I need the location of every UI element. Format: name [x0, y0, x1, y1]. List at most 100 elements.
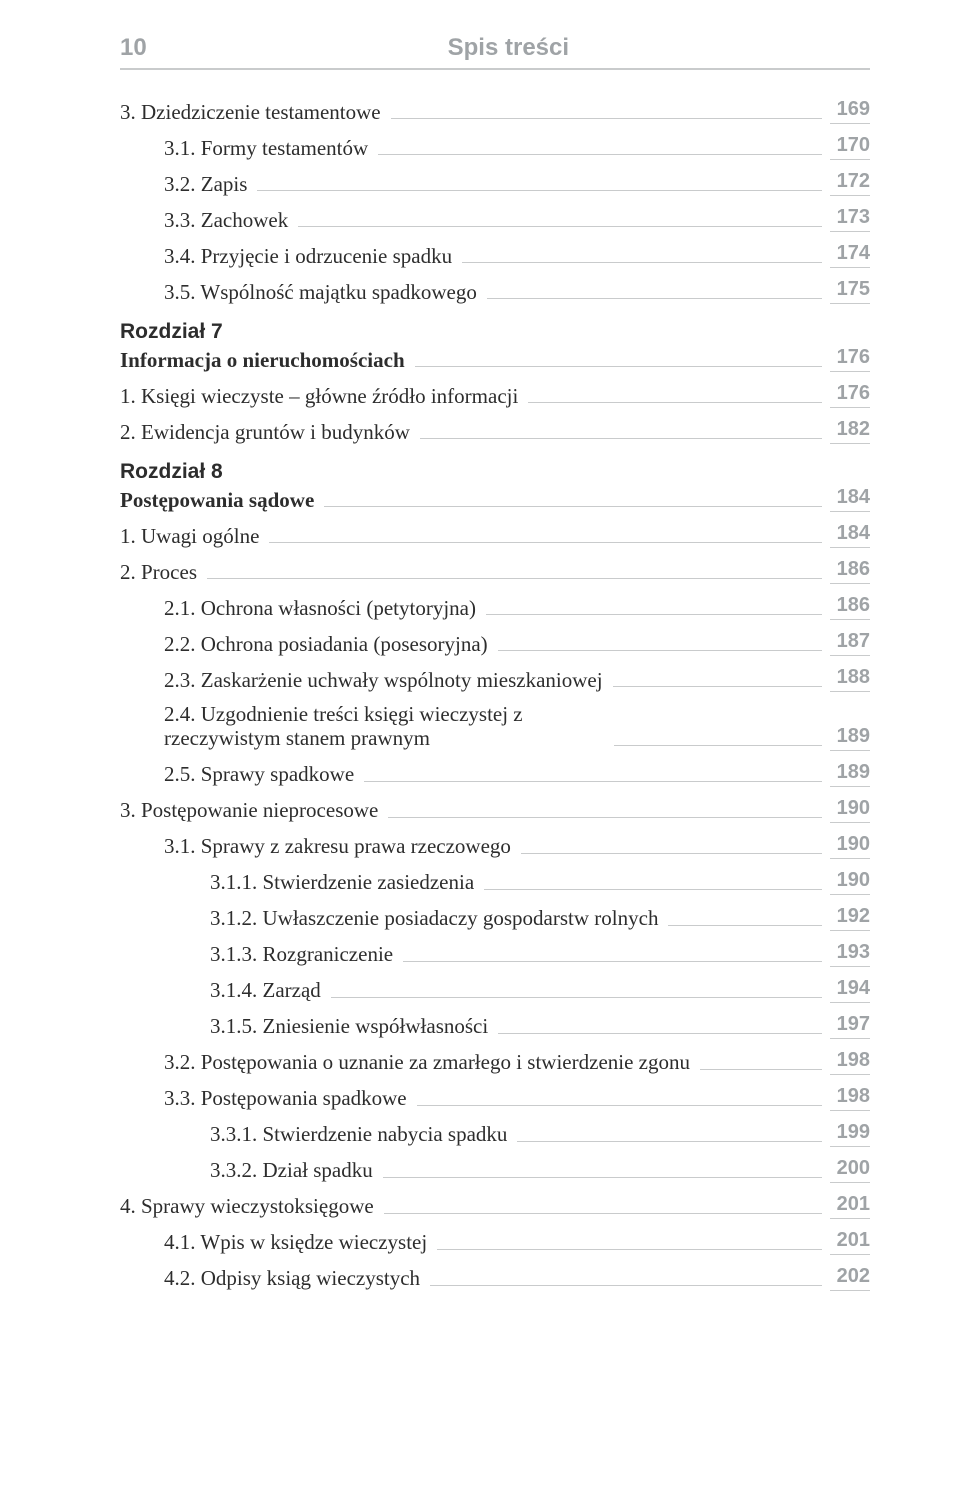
toc-row: 1. Księgi wieczyste – główne źródło info…: [120, 382, 870, 408]
toc-row: 2.4. Uzgodnienie treści księgi wieczyste…: [120, 702, 870, 750]
toc-page-number: 172: [830, 170, 870, 196]
chapter-heading: Rozdział 7Informacja o nieruchomościach1…: [120, 320, 870, 372]
toc-entry-label: 1. Uwagi ogólne: [120, 524, 259, 548]
toc-page-number: 173: [830, 206, 870, 232]
toc-page-number: 186: [830, 558, 870, 584]
toc-row: 4.1. Wpis w księdze wieczystej201: [120, 1229, 870, 1255]
toc-page-number: 190: [830, 833, 870, 859]
toc-page-number: 200: [830, 1157, 870, 1183]
toc-entry-label: 4.2. Odpisy ksiąg wieczystych: [164, 1266, 420, 1290]
toc-row: 3.3. Zachowek 173: [120, 206, 870, 232]
leader-line: [324, 506, 822, 507]
toc-row: 3.3.2. Dział spadku 200: [120, 1157, 870, 1183]
toc-row: 3.3.1. Stwierdzenie nabycia spadku199: [120, 1121, 870, 1147]
chapter-heading: Rozdział 8Postępowania sądowe184: [120, 460, 870, 512]
toc-entry-label: 3.1. Sprawy z zakresu prawa rzeczowego: [164, 834, 511, 858]
leader-line: [498, 650, 822, 651]
toc-row: 3.2. Postępowania o uznanie za zmarłego …: [120, 1049, 870, 1075]
toc-row: 2.5. Sprawy spadkowe 189: [120, 761, 870, 787]
toc-entry-label: 2.5. Sprawy spadkowe: [164, 762, 354, 786]
toc-entry-label: 3.3. Postępowania spadkowe: [164, 1086, 407, 1110]
toc-page-number: 189: [830, 761, 870, 787]
toc-entry-label: 3.1.2. Uwłaszczenie posiadaczy gospodars…: [210, 906, 658, 930]
leader-line: [700, 1069, 822, 1070]
document-page: 10 Spis treści 3. Dziedziczenie testamen…: [0, 0, 960, 1494]
toc-entry-label: 3.5. Wspólność majątku spadkowego: [164, 280, 477, 304]
toc-row: 2. Ewidencja gruntów i budynków 182: [120, 418, 870, 444]
toc-page-number: 182: [830, 418, 870, 444]
leader-line: [486, 614, 822, 615]
leader-line: [462, 262, 822, 263]
toc-entry-label: 3.1.3. Rozgraniczenie: [210, 942, 393, 966]
leader-line: [257, 190, 822, 191]
chapter-title-row: Postępowania sądowe184: [120, 486, 870, 512]
toc-page-number: 198: [830, 1049, 870, 1075]
toc-entry-label: 2.4. Uzgodnienie treści księgi wieczyste…: [164, 702, 604, 750]
toc-page-number: 169: [830, 98, 870, 124]
toc-row: 3. Dziedziczenie testamentowe169: [120, 98, 870, 124]
toc-row: 3.3. Postępowania spadkowe198: [120, 1085, 870, 1111]
leader-line: [331, 997, 822, 998]
chapter-title-row: Informacja o nieruchomościach176: [120, 346, 870, 372]
leader-line: [437, 1249, 822, 1250]
toc-entry-label: 3.3.2. Dział spadku: [210, 1158, 373, 1182]
leader-line: [384, 1213, 822, 1214]
leader-line: [364, 781, 822, 782]
toc-page-number: 190: [830, 869, 870, 895]
toc-entry-label: 2.3. Zaskarżenie uchwały wspólnoty miesz…: [164, 668, 603, 692]
toc-row: 4. Sprawy wieczystoksięgowe201: [120, 1193, 870, 1219]
toc-page-number: 192: [830, 905, 870, 931]
chapter-number-row: Rozdział 8: [120, 460, 870, 484]
header-title: Spis treści: [147, 34, 870, 62]
toc-row: 3.1.5. Zniesienie współwłasności197: [120, 1013, 870, 1039]
toc-page-number: 201: [830, 1229, 870, 1255]
toc-row: 2. Proces 186: [120, 558, 870, 584]
chapter-number-label: Rozdział 7: [120, 320, 223, 344]
toc-row: 2.2. Ochrona posiadania (posesoryjna)187: [120, 630, 870, 656]
toc-entry-label: 3.3. Zachowek: [164, 208, 288, 232]
toc-entry-label: 3.1.1. Stwierdzenie zasiedzenia: [210, 870, 474, 894]
toc-entry-label: 3.1. Formy testamentów: [164, 136, 368, 160]
chapter-title-label: Informacja o nieruchomościach: [120, 348, 405, 372]
leader-line: [517, 1141, 822, 1142]
toc-page-number: 184: [830, 522, 870, 548]
leader-line: [614, 745, 822, 746]
leader-line: [391, 118, 822, 119]
toc-page-number: 201: [830, 1193, 870, 1219]
leader-line: [430, 1285, 822, 1286]
toc-entry-label: 2.2. Ochrona posiadania (posesoryjna): [164, 632, 488, 656]
toc-row: 3.2. Zapis172: [120, 170, 870, 196]
toc-entry-label: 3.1.4. Zarząd: [210, 978, 321, 1002]
toc-page-number: 188: [830, 666, 870, 692]
toc-page-number: 193: [830, 941, 870, 967]
toc-page-number: 202: [830, 1265, 870, 1291]
toc-entry-label: 2. Ewidencja gruntów i budynków: [120, 420, 410, 444]
leader-line: [420, 438, 822, 439]
toc-page-number: 197: [830, 1013, 870, 1039]
toc-row: 3.5. Wspólność majątku spadkowego175: [120, 278, 870, 304]
leader-line: [417, 1105, 822, 1106]
toc-row: 3.1.3. Rozgraniczenie 193: [120, 941, 870, 967]
toc-row: 3.1.4. Zarząd 194: [120, 977, 870, 1003]
toc-page-number: 194: [830, 977, 870, 1003]
toc-entry-label: 2. Proces: [120, 560, 197, 584]
toc-entry-label: 3.2. Postępowania o uznanie za zmarłego …: [164, 1050, 690, 1074]
leader-line: [668, 925, 822, 926]
toc-row: 2.1. Ochrona własności (petytoryjna)186: [120, 594, 870, 620]
leader-line: [207, 578, 822, 579]
page-number: 10: [120, 34, 147, 62]
toc-entry-label: 3.3.1. Stwierdzenie nabycia spadku: [210, 1122, 507, 1146]
page-header: 10 Spis treści: [120, 34, 870, 70]
leader-line: [403, 961, 822, 962]
toc-row: 1. Uwagi ogólne 184: [120, 522, 870, 548]
toc-entry-label: 3.4. Przyjęcie i odrzucenie spadku: [164, 244, 452, 268]
toc-row: 3. Postępowanie nieprocesowe190: [120, 797, 870, 823]
toc-row: 3.1. Sprawy z zakresu prawa rzeczowego 19…: [120, 833, 870, 859]
toc-page-number: 170: [830, 134, 870, 160]
toc-entry-label: 2.1. Ochrona własności (petytoryjna): [164, 596, 476, 620]
leader-line: [388, 817, 822, 818]
toc-page-number: 184: [830, 486, 870, 512]
toc-page-number: 174: [830, 242, 870, 268]
toc-row: 2.3. Zaskarżenie uchwały wspólnoty miesz…: [120, 666, 870, 692]
toc-page-number: 176: [830, 382, 870, 408]
